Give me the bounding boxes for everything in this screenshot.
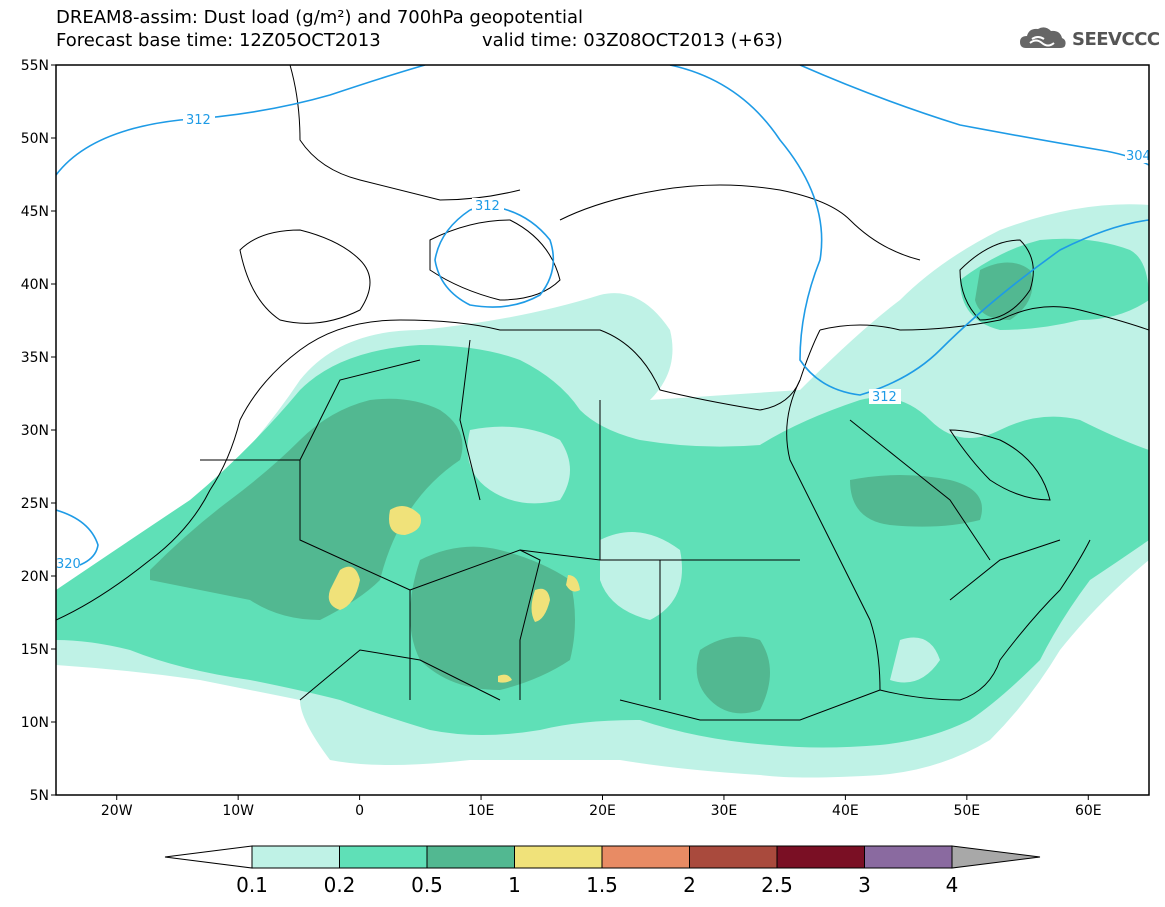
dust-hole <box>467 426 940 683</box>
colorbar-swatch <box>601 845 690 869</box>
latitude-axis: 55N 50N 45N 40N 35N 30N 25N 20N 15N 10N 5N <box>21 58 56 804</box>
longitude-axis: 20W 10W 0 10E 20E 30E 40E 50E 60E <box>101 795 1102 819</box>
seevccc-logo: SEEVCCC <box>1018 24 1160 54</box>
lat-tick-label: 25N <box>21 496 49 512</box>
lat-tick-label: 10N <box>21 715 49 731</box>
lat-tick-label: 50N <box>21 131 49 147</box>
logo-text: SEEVCCC <box>1072 28 1160 50</box>
colorbar-tick-label: 1.5 <box>586 873 618 897</box>
colorbar-swatch <box>426 845 515 869</box>
lat-tick-label: 55N <box>21 58 49 74</box>
colorbar-swatch <box>339 845 428 869</box>
lat-tick-label: 15N <box>21 642 49 658</box>
lon-tick-label: 20E <box>589 803 616 819</box>
colorbar-tick-label: 0.1 <box>236 873 268 897</box>
colorbar-swatch <box>689 845 778 869</box>
contour-label-304: 304 <box>1126 149 1151 164</box>
lon-tick-label: 50E <box>953 803 980 819</box>
lon-tick-label: 20W <box>101 803 133 819</box>
valid-time: valid time: 03Z08OCT2013 (+63) <box>482 30 783 51</box>
map-content: 312 312 312 304 320 <box>56 65 1151 778</box>
cloud-icon <box>1020 27 1066 48</box>
lon-tick-label: 10E <box>468 803 495 819</box>
lat-tick-label: 30N <box>21 423 49 439</box>
contour-label-312-a: 312 <box>186 113 211 128</box>
contour-label-312-b: 312 <box>475 199 500 214</box>
colorbar: 0.1 0.2 0.5 1 1.5 2 2.5 3 4 <box>164 845 1041 897</box>
lat-tick-label: 5N <box>30 788 49 804</box>
lon-tick-label: 10W <box>222 803 254 819</box>
colorbar-tick-label: 1 <box>508 873 521 897</box>
colorbar-tick-label: 0.2 <box>324 873 356 897</box>
colorbar-swatch <box>864 845 953 869</box>
contour-label-312-c: 312 <box>872 390 897 405</box>
colorbar-swatch <box>514 845 603 869</box>
chart-title-line1: DREAM8-assim: Dust load (g/m²) and 700hP… <box>56 7 583 28</box>
dust-area-level2 <box>56 238 1149 748</box>
coastlines <box>56 65 1149 721</box>
lat-tick-label: 45N <box>21 204 49 220</box>
colorbar-swatch <box>251 845 340 869</box>
contour-label-320: 320 <box>56 557 81 572</box>
forecast-base-time: Forecast base time: 12Z05OCT2013 <box>56 30 381 51</box>
colorbar-under-arrow <box>164 845 253 869</box>
colorbar-tick-label: 0.5 <box>411 873 443 897</box>
lon-tick-label: 40E <box>832 803 859 819</box>
lon-tick-label: 30E <box>711 803 738 819</box>
colorbar-tick-label: 4 <box>946 873 959 897</box>
colorbar-over-arrow <box>951 845 1041 869</box>
lat-tick-label: 35N <box>21 350 49 366</box>
colorbar-tick-label: 2 <box>683 873 696 897</box>
lat-tick-label: 20N <box>21 569 49 585</box>
colorbar-tick-label: 3 <box>858 873 871 897</box>
colorbar-swatch <box>776 845 865 869</box>
lat-tick-label: 40N <box>21 277 49 293</box>
colorbar-tick-label: 2.5 <box>761 873 793 897</box>
dust-area-level3 <box>150 262 1033 714</box>
lon-tick-label: 0 <box>355 803 364 819</box>
lon-tick-label: 60E <box>1075 803 1102 819</box>
